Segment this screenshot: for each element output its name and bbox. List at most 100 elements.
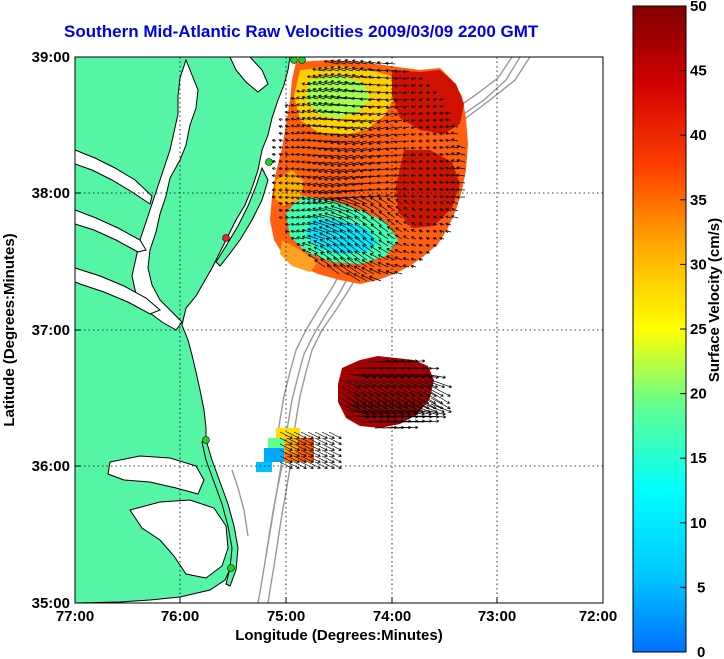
velocity-arrow <box>378 217 389 226</box>
x-tick-labels: 77:00 76:00 75:00 74:00 73:00 72:00 <box>56 608 617 625</box>
velocity-arrow <box>425 160 431 164</box>
velocity-arrow <box>353 273 368 282</box>
velocity-arrow <box>451 207 459 212</box>
velocity-arrow <box>312 207 326 212</box>
velocity-arrow <box>378 239 389 247</box>
velocity-arrow <box>271 188 277 192</box>
velocity-arrow <box>351 73 368 79</box>
velocity-arrow <box>361 266 375 275</box>
velocity-arrow <box>439 229 445 234</box>
velocity-arrow <box>360 154 375 160</box>
velocity-arrow <box>418 173 424 178</box>
velocity-arrow <box>338 216 354 226</box>
velocity-arrow <box>402 194 410 198</box>
velocity-arrow <box>307 214 319 219</box>
velocity-arrow <box>402 105 410 109</box>
velocity-arrow <box>319 232 333 240</box>
velocity-arrow <box>378 232 389 240</box>
velocity-arrow <box>402 160 410 164</box>
velocity-arrow <box>450 145 459 149</box>
velocity-arrow <box>318 175 333 181</box>
velocity-arrow <box>376 154 389 159</box>
velocity-arrow <box>416 366 440 371</box>
velocity-arrow <box>368 181 382 185</box>
velocity-arrow <box>307 196 319 201</box>
velocity-arrow <box>432 188 438 192</box>
velocity-arrow <box>326 244 340 254</box>
velocity-arrow <box>376 194 389 198</box>
velocity-arrow <box>318 219 333 226</box>
velocity-arrow <box>418 236 424 240</box>
velocity-arrow <box>377 269 389 275</box>
velocity-arrow <box>307 81 319 86</box>
velocity-arrow <box>439 215 445 219</box>
velocity-arrow <box>430 397 451 410</box>
velocity-arrow <box>290 159 298 164</box>
velocity-arrow <box>402 187 410 191</box>
velocity-arrow <box>360 59 375 65</box>
velocity-arrow <box>402 379 424 389</box>
velocity-arrow <box>394 270 403 275</box>
velocity-arrow <box>339 243 354 254</box>
velocity-arrow <box>325 237 340 247</box>
velocity-arrow <box>426 229 431 234</box>
velocity-arrow <box>313 233 326 240</box>
velocity-arrow <box>450 173 459 177</box>
velocity-arrow <box>296 174 305 179</box>
velocity-arrow <box>402 146 410 150</box>
velocity-arrow <box>345 197 361 205</box>
velocity-arrow <box>290 96 298 101</box>
velocity-arrow <box>333 250 347 261</box>
velocity-arrow <box>344 154 361 160</box>
velocity-arrow <box>339 229 354 240</box>
velocity-arrow <box>321 449 335 457</box>
velocity-arrow <box>337 80 354 86</box>
velocity-arrow <box>361 203 375 212</box>
velocity-arrow <box>385 154 396 158</box>
velocity-arrow <box>402 69 410 73</box>
velocity-arrow <box>402 112 410 116</box>
velocity-arrow <box>307 234 319 240</box>
velocity-arrow <box>439 222 445 226</box>
velocity-arrow <box>314 455 328 463</box>
velocity-arrow <box>312 67 326 72</box>
velocity-arrow <box>403 228 410 233</box>
velocity-arrow <box>312 109 326 114</box>
velocity-arrow <box>410 83 417 88</box>
colorbar-label: Surface Velocity (cm/s) <box>706 218 723 382</box>
velocity-arrow <box>330 161 347 167</box>
velocity-arrow <box>368 112 382 117</box>
velocity-arrow <box>284 188 291 192</box>
velocity-arrow <box>456 159 466 163</box>
velocity-arrow <box>456 173 466 177</box>
velocity-arrow <box>312 101 326 107</box>
velocity-arrow <box>377 254 389 261</box>
velocity-arrow <box>425 118 431 122</box>
velocity-arrow <box>445 159 452 163</box>
velocity-arrow <box>359 126 375 132</box>
velocity-arrow <box>324 80 340 86</box>
velocity-arrow <box>439 180 445 185</box>
colorbar-tick-label: 30 <box>690 256 707 273</box>
york-james-river <box>75 267 161 315</box>
velocity-arrow <box>337 198 354 205</box>
velocity-arrow <box>307 95 319 100</box>
velocity-arrow <box>418 118 424 122</box>
velocity-arrow <box>286 461 300 469</box>
velocity-arrow <box>432 173 438 178</box>
colorbar <box>632 5 687 653</box>
velocity-arrow <box>337 59 354 65</box>
velocity-arrow <box>418 139 424 143</box>
velocity-arrow <box>296 131 305 135</box>
velocity-arrow <box>445 208 452 212</box>
velocity-arrow <box>278 124 284 129</box>
velocity-arrow <box>339 379 361 389</box>
velocity-arrow <box>332 230 347 240</box>
velocity-arrow <box>307 116 319 121</box>
velocity-arrow <box>336 133 354 138</box>
velocity-arrow <box>312 81 326 86</box>
velocity-arrow <box>296 138 305 142</box>
velocity-arrow <box>394 126 403 130</box>
velocity-arrow <box>418 83 424 88</box>
velocity-arrow <box>318 206 333 212</box>
